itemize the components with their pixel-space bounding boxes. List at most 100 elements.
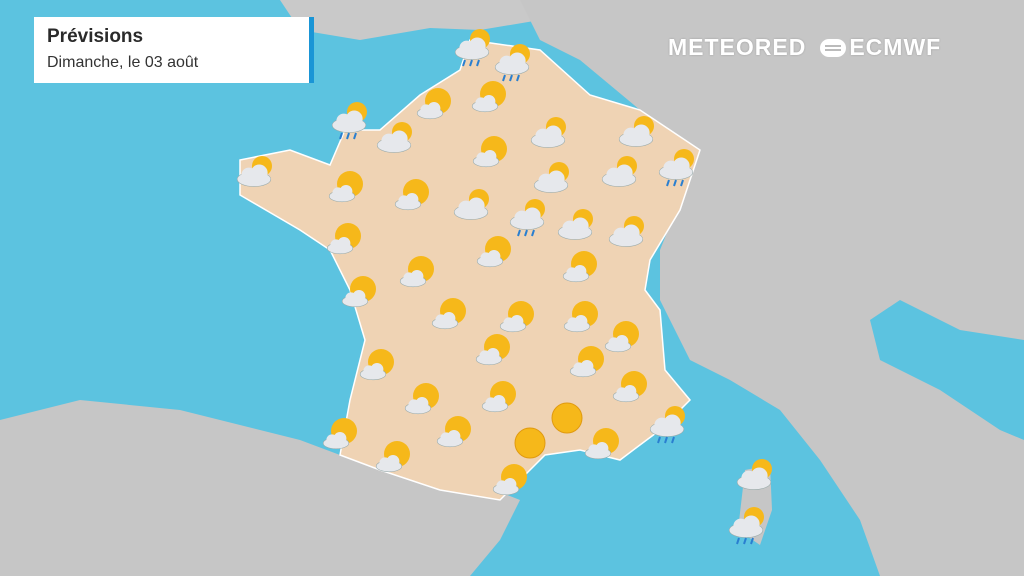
sun-cloud-icon xyxy=(604,321,639,353)
raindrop-icon xyxy=(502,74,506,82)
sun-cloud-icon xyxy=(563,301,598,333)
sun-cloud-icon xyxy=(326,223,361,255)
cloud-icon xyxy=(563,315,591,333)
rain-icon xyxy=(509,199,545,237)
page-title: Prévisions xyxy=(47,26,144,47)
sun-cloud-icon xyxy=(472,136,507,168)
rain-icon xyxy=(649,406,685,444)
raindrop-icon xyxy=(339,132,343,140)
cloud-sun-icon xyxy=(557,209,593,240)
rain-icon xyxy=(494,44,530,82)
cloud-icon xyxy=(399,270,427,288)
sun-cloud-icon xyxy=(328,171,363,203)
sun-cloud-icon xyxy=(322,418,357,450)
title-box: Prévisions Dimanche, le 03 août xyxy=(34,17,314,83)
cloud-icon xyxy=(736,467,772,490)
cloud-icon xyxy=(404,397,432,415)
cloud-sun-icon xyxy=(453,189,489,220)
raindrop-icon xyxy=(666,179,670,187)
sun-icon xyxy=(551,402,583,434)
rain-icon xyxy=(331,102,367,140)
cloud-icon xyxy=(494,52,530,75)
sun-icon xyxy=(551,402,583,434)
sun-cloud-icon xyxy=(584,428,619,460)
rain-icon xyxy=(658,149,694,187)
raindrop-icon xyxy=(517,229,521,237)
cloud-icon xyxy=(326,237,354,255)
cloud-sun-icon xyxy=(601,156,637,187)
sun-cloud-icon xyxy=(499,301,534,333)
cloud-icon xyxy=(608,224,644,247)
cloud-sun-icon xyxy=(618,116,654,147)
cloud-icon xyxy=(375,455,403,473)
cloud-icon xyxy=(328,185,356,203)
cloud-icon xyxy=(612,385,640,403)
land-europe xyxy=(520,0,1024,576)
cloud-icon xyxy=(562,265,590,283)
raindrop-icon xyxy=(657,436,661,444)
sun-cloud-icon xyxy=(375,441,410,473)
cloud-icon xyxy=(453,197,489,220)
sun-cloud-icon xyxy=(475,334,510,366)
meteored-logo: METEORED xyxy=(668,34,807,60)
cloud-icon xyxy=(475,348,503,366)
cloud-icon xyxy=(649,414,685,437)
cloud-icon xyxy=(530,125,566,148)
cloud-icon xyxy=(359,363,387,381)
raindrop-icon xyxy=(750,537,754,545)
raindrop-icon xyxy=(671,436,675,444)
cloud-icon xyxy=(533,170,569,193)
sun-icon xyxy=(514,427,546,459)
ecmwf-text: ECMWF xyxy=(849,34,942,60)
cloud-icon xyxy=(431,312,459,330)
raindrop-icon xyxy=(664,436,668,444)
cloud-icon xyxy=(604,335,632,353)
cloud-icon xyxy=(331,110,367,133)
raindrop-icon xyxy=(516,74,520,82)
forecast-date: Dimanche, le 03 août xyxy=(47,54,199,71)
raindrop-icon xyxy=(353,132,357,140)
sun-cloud-icon xyxy=(569,346,604,378)
cloud-icon xyxy=(499,315,527,333)
raindrop-icon xyxy=(743,537,747,545)
cloud-icon xyxy=(376,130,412,153)
cloud-icon xyxy=(509,207,545,230)
raindrop-icon xyxy=(680,179,684,187)
cloud-sun-icon xyxy=(530,117,566,148)
cloud-icon xyxy=(481,395,509,413)
cloud-sun-icon xyxy=(236,156,272,187)
sun-cloud-icon xyxy=(394,179,429,211)
raindrop-icon xyxy=(524,229,528,237)
cloud-icon xyxy=(322,432,350,450)
cloud-icon xyxy=(557,217,593,240)
sun-cloud-icon xyxy=(431,298,466,330)
sun-cloud-icon xyxy=(492,464,527,496)
cloud-icon xyxy=(394,193,422,211)
cloud-sun-icon xyxy=(533,162,569,193)
cloud-icon xyxy=(236,164,272,187)
cloud-icon xyxy=(658,157,694,180)
cloud-icon xyxy=(472,150,500,168)
cloud-sun-icon xyxy=(608,216,644,247)
cloud-icon xyxy=(569,360,597,378)
cloud-sun-icon xyxy=(376,122,412,153)
cloud-icon xyxy=(584,442,612,460)
raindrop-icon xyxy=(476,59,480,67)
logos: METEORED ECMWF xyxy=(668,34,941,61)
sun-cloud-icon xyxy=(399,256,434,288)
rain-icon xyxy=(454,29,490,67)
ecmwf-mark-icon xyxy=(820,38,847,57)
raindrop-icon xyxy=(469,59,473,67)
sun-cloud-icon xyxy=(416,88,451,120)
sun-icon xyxy=(514,427,546,459)
raindrop-icon xyxy=(531,229,535,237)
cloud-icon xyxy=(601,164,637,187)
sun-cloud-icon xyxy=(471,81,506,113)
france xyxy=(239,39,701,501)
cloud-icon xyxy=(476,250,504,268)
raindrop-icon xyxy=(736,537,740,545)
raindrop-icon xyxy=(673,179,677,187)
sun-cloud-icon xyxy=(341,276,376,308)
ecmwf-logo: ECMWF xyxy=(820,34,941,61)
